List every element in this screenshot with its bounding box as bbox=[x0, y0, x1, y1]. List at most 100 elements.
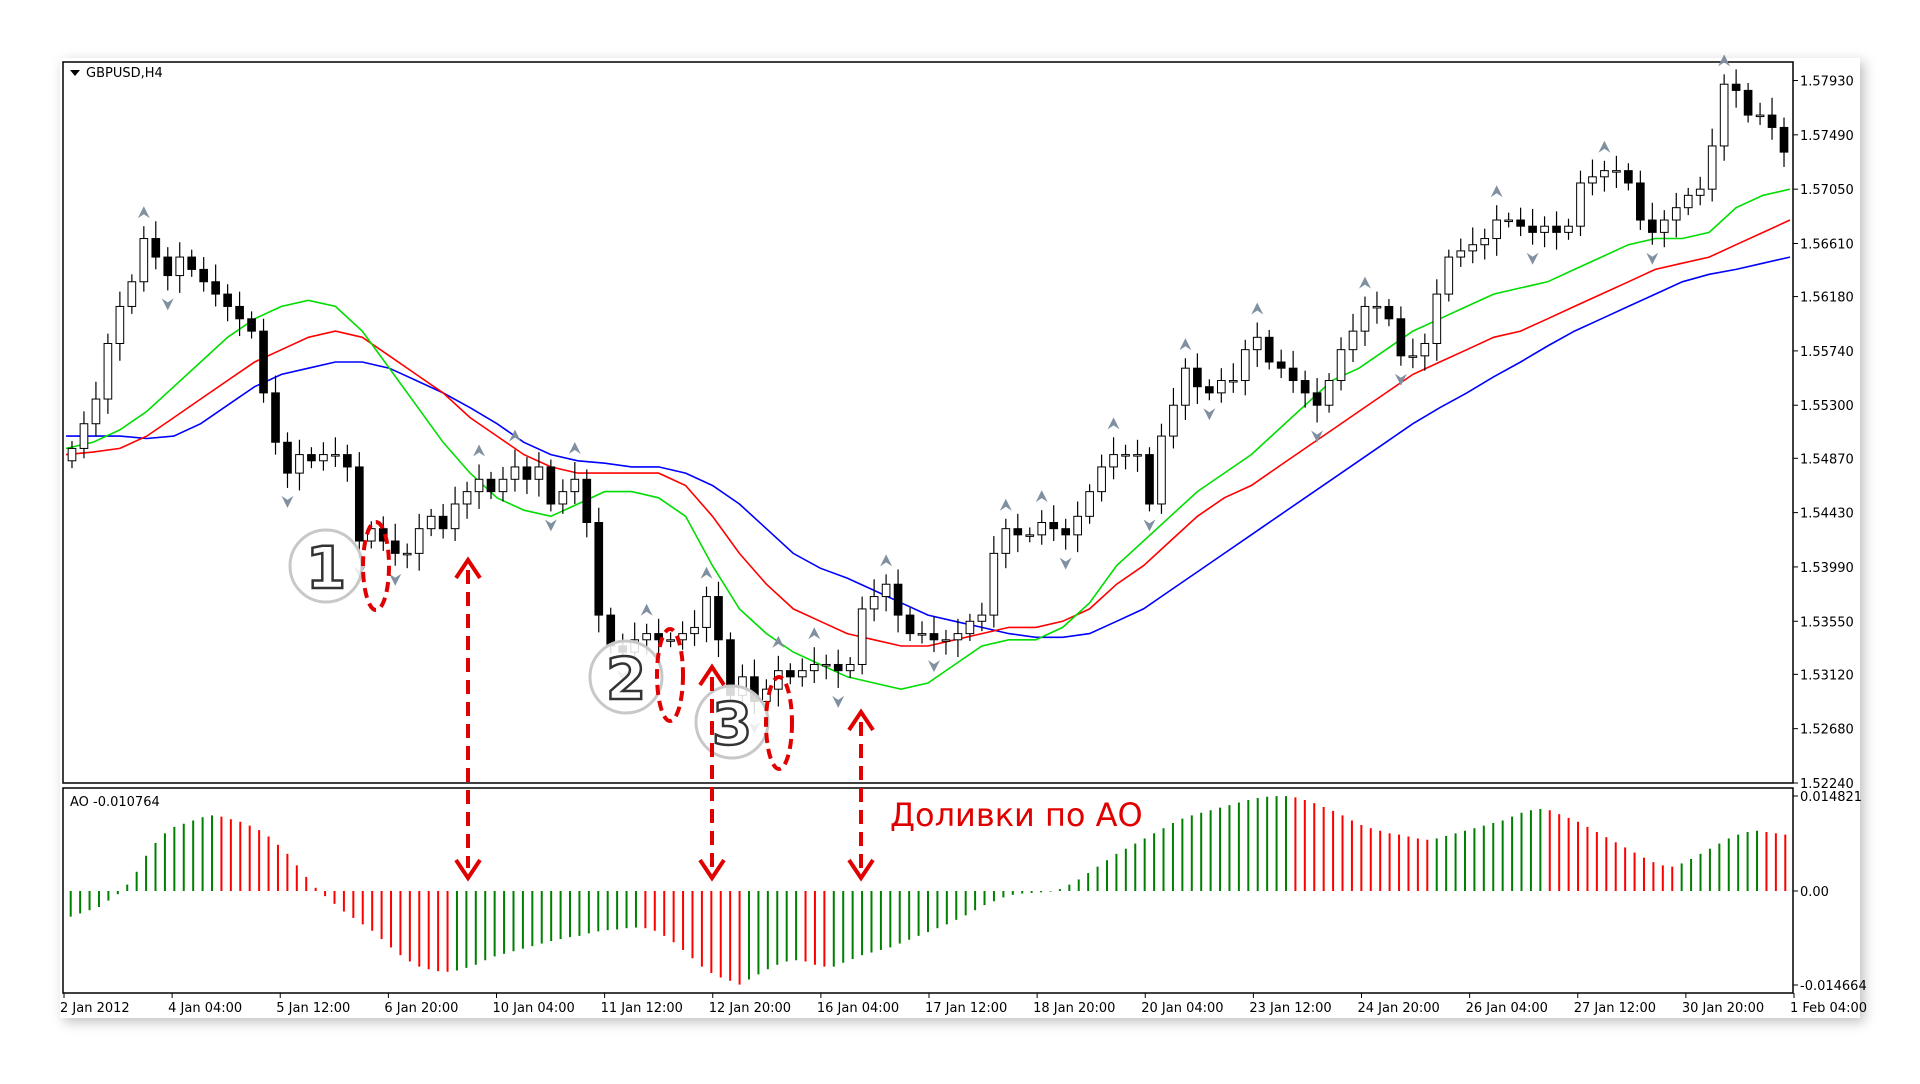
bear-candle-body bbox=[1300, 380, 1310, 394]
bear-candle-body bbox=[893, 583, 903, 616]
time-axis: 2 Jan 2012 4 Jan 04:00 5 Jan 12:00 6 Jan 20… bbox=[60, 993, 1867, 1016]
marker-2-label: 2 bbox=[606, 645, 646, 713]
candle bbox=[965, 613, 975, 642]
candle bbox=[881, 574, 891, 612]
arrow-up-icon bbox=[1107, 417, 1120, 430]
bull-candle-body bbox=[510, 466, 520, 480]
time-tick-label: 10 Jan 04:00 bbox=[493, 1001, 575, 1016]
candle bbox=[522, 457, 532, 495]
bull-candle-body bbox=[1085, 491, 1094, 517]
bear-candle-body bbox=[606, 614, 616, 647]
bull-candle-body bbox=[1169, 404, 1178, 437]
bull-candle-body bbox=[941, 639, 951, 642]
candle bbox=[905, 607, 915, 642]
jaw-line bbox=[66, 256, 1791, 639]
arrow-down-icon bbox=[161, 298, 174, 311]
arrow-down-icon bbox=[1646, 252, 1659, 265]
bear-candle-body bbox=[271, 392, 280, 443]
candle bbox=[211, 264, 220, 307]
annotation-text: Доливки по АО bbox=[890, 796, 1143, 834]
bull-candle-body bbox=[331, 454, 340, 457]
candle bbox=[295, 439, 304, 491]
candle bbox=[1264, 329, 1274, 370]
candle bbox=[163, 247, 173, 291]
candle bbox=[917, 621, 927, 644]
arrow-up-icon bbox=[999, 498, 1012, 511]
time-tick-label: 30 Jan 20:00 bbox=[1682, 1001, 1764, 1016]
candle bbox=[1073, 501, 1082, 553]
bull-candle-body bbox=[1109, 454, 1118, 468]
arrow-up-icon bbox=[137, 206, 150, 219]
bear-candle-body bbox=[283, 441, 292, 474]
candle bbox=[331, 437, 340, 467]
candle bbox=[714, 581, 723, 658]
candle bbox=[354, 452, 364, 559]
bear-candle-body bbox=[1552, 225, 1561, 233]
double-arrow-1 bbox=[454, 556, 482, 882]
candle bbox=[223, 284, 232, 322]
candle bbox=[1755, 102, 1765, 125]
candle bbox=[929, 616, 939, 653]
candle bbox=[1312, 378, 1322, 423]
candle bbox=[1216, 368, 1226, 403]
bull-candle-body bbox=[1372, 305, 1382, 309]
arrow-up-icon bbox=[1718, 54, 1731, 67]
bear-candle-body bbox=[1528, 225, 1537, 233]
bull-candle-body bbox=[845, 663, 855, 672]
candle bbox=[307, 447, 316, 469]
candle bbox=[103, 333, 113, 414]
candle bbox=[1276, 349, 1286, 379]
time-tick-label: 12 Jan 20:00 bbox=[709, 1001, 791, 1016]
candle bbox=[546, 459, 556, 512]
arrow-up-icon bbox=[640, 603, 653, 616]
arrow-up-icon bbox=[1251, 302, 1264, 315]
price-tick-label: 1.53990 bbox=[1800, 561, 1854, 576]
bull-candle-body bbox=[953, 633, 963, 641]
arrow-down-icon bbox=[1143, 519, 1156, 532]
triangle-down-icon[interactable] bbox=[70, 70, 80, 76]
bear-candle-body bbox=[1516, 219, 1525, 227]
candle bbox=[1240, 339, 1250, 396]
indicator-label: AO -0.010764 bbox=[70, 795, 160, 810]
bull-candle-body bbox=[1133, 454, 1142, 457]
time-tick-label: 20 Jan 04:00 bbox=[1141, 1001, 1223, 1016]
bull-candle-body bbox=[79, 423, 89, 449]
bull-candle-body bbox=[1588, 176, 1597, 184]
bull-candle-body bbox=[1324, 380, 1334, 406]
bull-candle-body bbox=[474, 478, 484, 493]
candle bbox=[438, 503, 448, 539]
bear-candle-body bbox=[223, 293, 232, 307]
bull-candle-body bbox=[295, 454, 304, 474]
time-tick-label: 16 Jan 04:00 bbox=[817, 1001, 899, 1016]
candle bbox=[1647, 202, 1657, 245]
bear-candle-body bbox=[1288, 367, 1298, 382]
candle bbox=[534, 452, 544, 497]
candle bbox=[67, 441, 77, 469]
price-tick-label: 1.55740 bbox=[1800, 345, 1854, 360]
candle bbox=[1145, 447, 1154, 512]
candle bbox=[450, 486, 460, 542]
candle bbox=[498, 466, 508, 502]
bear-candle-body bbox=[1624, 170, 1633, 184]
candle bbox=[259, 318, 268, 403]
bull-candle-body bbox=[115, 305, 125, 344]
arrow-down-icon bbox=[1059, 557, 1072, 570]
bear-candle-body bbox=[714, 596, 723, 641]
bull-candle-body bbox=[1097, 466, 1106, 493]
candle bbox=[1348, 313, 1358, 363]
candle bbox=[426, 508, 436, 537]
arrow-up-icon bbox=[1490, 185, 1503, 198]
candle bbox=[893, 569, 903, 633]
bull-candle-body bbox=[498, 478, 508, 493]
bull-candle-body bbox=[1216, 380, 1226, 394]
bear-candle-body bbox=[187, 256, 197, 270]
candle bbox=[1671, 192, 1681, 238]
price-tick-label: 1.55300 bbox=[1800, 399, 1854, 414]
bull-candle-body bbox=[67, 447, 77, 462]
bull-candle-body bbox=[1444, 256, 1454, 295]
symbol-label[interactable]: GBPUSD,H4 bbox=[86, 66, 163, 81]
bear-candle-body bbox=[1396, 318, 1406, 357]
double-arrow-2 bbox=[698, 663, 726, 882]
arrow-down-icon bbox=[389, 573, 402, 586]
